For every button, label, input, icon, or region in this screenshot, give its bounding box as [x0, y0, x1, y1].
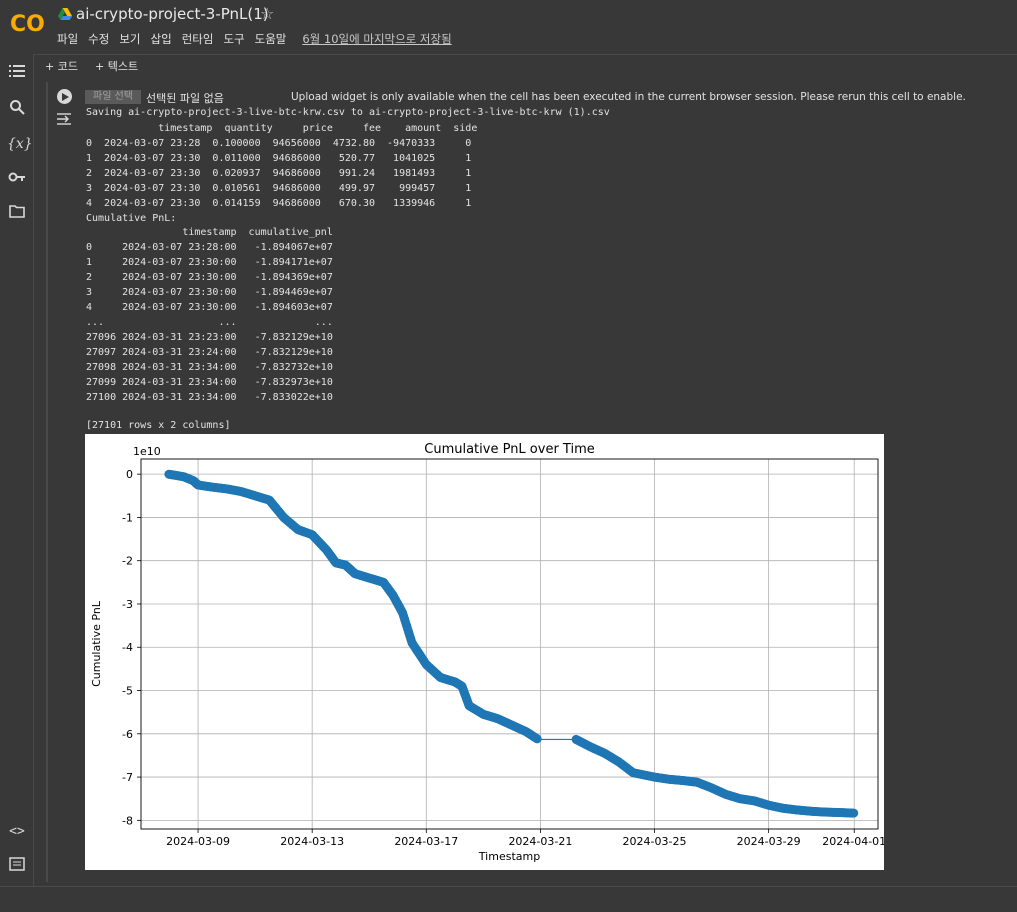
y-tick-label: -3	[122, 598, 133, 611]
notebook-title[interactable]: ai-crypto-project-3-PnL(1)	[76, 5, 269, 23]
chart-title: Cumulative PnL over Time	[424, 442, 595, 457]
terminal-icon[interactable]	[7, 857, 27, 877]
cumulative-pnl-chart: 0 -1 -2 -3 -4 -5 -6 -7 -8 2024-03-09 2024-03-13 202…	[85, 434, 886, 870]
y-tick-label: -4	[122, 641, 133, 654]
chart-svg: 0 -1 -2 -3 -4 -5 -6 -7 -8 2024-03-09 2024-03-13 202…	[90, 442, 886, 863]
code-snippets-icon[interactable]: <>	[9, 824, 25, 839]
secrets-key-icon[interactable]	[7, 169, 27, 189]
add-code-button[interactable]: + 코드	[45, 60, 78, 73]
y-axis-label: Cumulative PnL	[90, 600, 103, 687]
x-tick-label: 2024-03-21	[508, 835, 572, 848]
cumulative-pnl-table-output: timestamp cumulative_pnl 0 2024-03-07 23…	[86, 227, 333, 403]
menu-insert[interactable]: 삽입	[150, 32, 172, 46]
add-text-button[interactable]: + 텍스트	[95, 60, 139, 73]
y-offset-label: 1e10	[133, 445, 161, 458]
data-point	[532, 734, 542, 744]
upload-widget-message: Upload widget is only available when the…	[291, 91, 966, 103]
x-tick-label: 2024-03-13	[280, 835, 344, 848]
x-axis-label: Timestamp	[478, 850, 540, 863]
menu-file[interactable]: 파일	[57, 32, 79, 46]
last-saved-link[interactable]: 6월 10일에 마지막으로 저장됨	[302, 32, 452, 46]
menu-help[interactable]: 도움말	[254, 32, 287, 46]
run-cell-button[interactable]	[57, 89, 72, 104]
svg-text:CO: CO	[10, 12, 45, 35]
colab-logo-icon[interactable]: CO	[10, 9, 48, 35]
trades-table-output: timestamp quantity price fee amount side…	[86, 123, 478, 224]
menu-edit[interactable]: 수정	[88, 32, 110, 46]
y-tick-label: -8	[122, 814, 133, 827]
google-drive-icon	[58, 8, 72, 20]
series-line	[168, 473, 854, 814]
y-tick-label: -7	[122, 771, 133, 784]
rows-columns-note: [27101 rows x 2 columns]	[86, 420, 231, 431]
menu-bar: 파일 수정 보기 삽입 런타임 도구 도움말 6월 10일에 마지막으로 저장됨	[57, 31, 462, 47]
output-menu-icon[interactable]	[56, 112, 74, 126]
y-tick-label: -1	[122, 511, 133, 524]
data-point	[849, 808, 859, 818]
x-tick-label: 2024-03-29	[737, 835, 801, 848]
cell-gutter	[46, 82, 48, 882]
y-tick-label: 0	[126, 468, 133, 481]
no-file-label: 선택된 파일 없음	[146, 92, 224, 105]
star-icon[interactable]: ☆	[260, 4, 275, 23]
y-tick-label: -5	[122, 685, 133, 698]
status-bar	[0, 886, 1017, 912]
files-folder-icon[interactable]	[7, 204, 27, 224]
x-tick-label: 2024-03-17	[394, 835, 458, 848]
y-tick-label: -6	[122, 728, 133, 741]
x-tick-label: 2024-04-01	[822, 835, 884, 848]
menu-tools[interactable]: 도구	[223, 32, 245, 46]
menu-view[interactable]: 보기	[119, 32, 141, 46]
left-sidebar: {x} <>	[0, 54, 34, 886]
saving-line: Saving ai-crypto-project-3-live-btc-krw.…	[86, 107, 610, 118]
search-icon[interactable]	[7, 99, 27, 119]
notebook-toolbar: + 코드 + 텍스트	[33, 54, 1017, 78]
plot-frame	[140, 458, 879, 830]
variables-icon[interactable]: {x}	[7, 136, 33, 152]
app-header: CO ai-crypto-project-3-PnL(1) ☆ 파일 수정 보기…	[0, 0, 1017, 54]
y-tick-label: -2	[122, 555, 133, 568]
x-tick-label: 2024-03-25	[623, 835, 687, 848]
x-tick-label: 2024-03-09	[166, 835, 230, 848]
table-of-contents-icon[interactable]	[7, 64, 27, 84]
choose-file-button[interactable]: 파일 선택	[85, 90, 141, 104]
menu-runtime[interactable]: 런타임	[181, 32, 214, 46]
